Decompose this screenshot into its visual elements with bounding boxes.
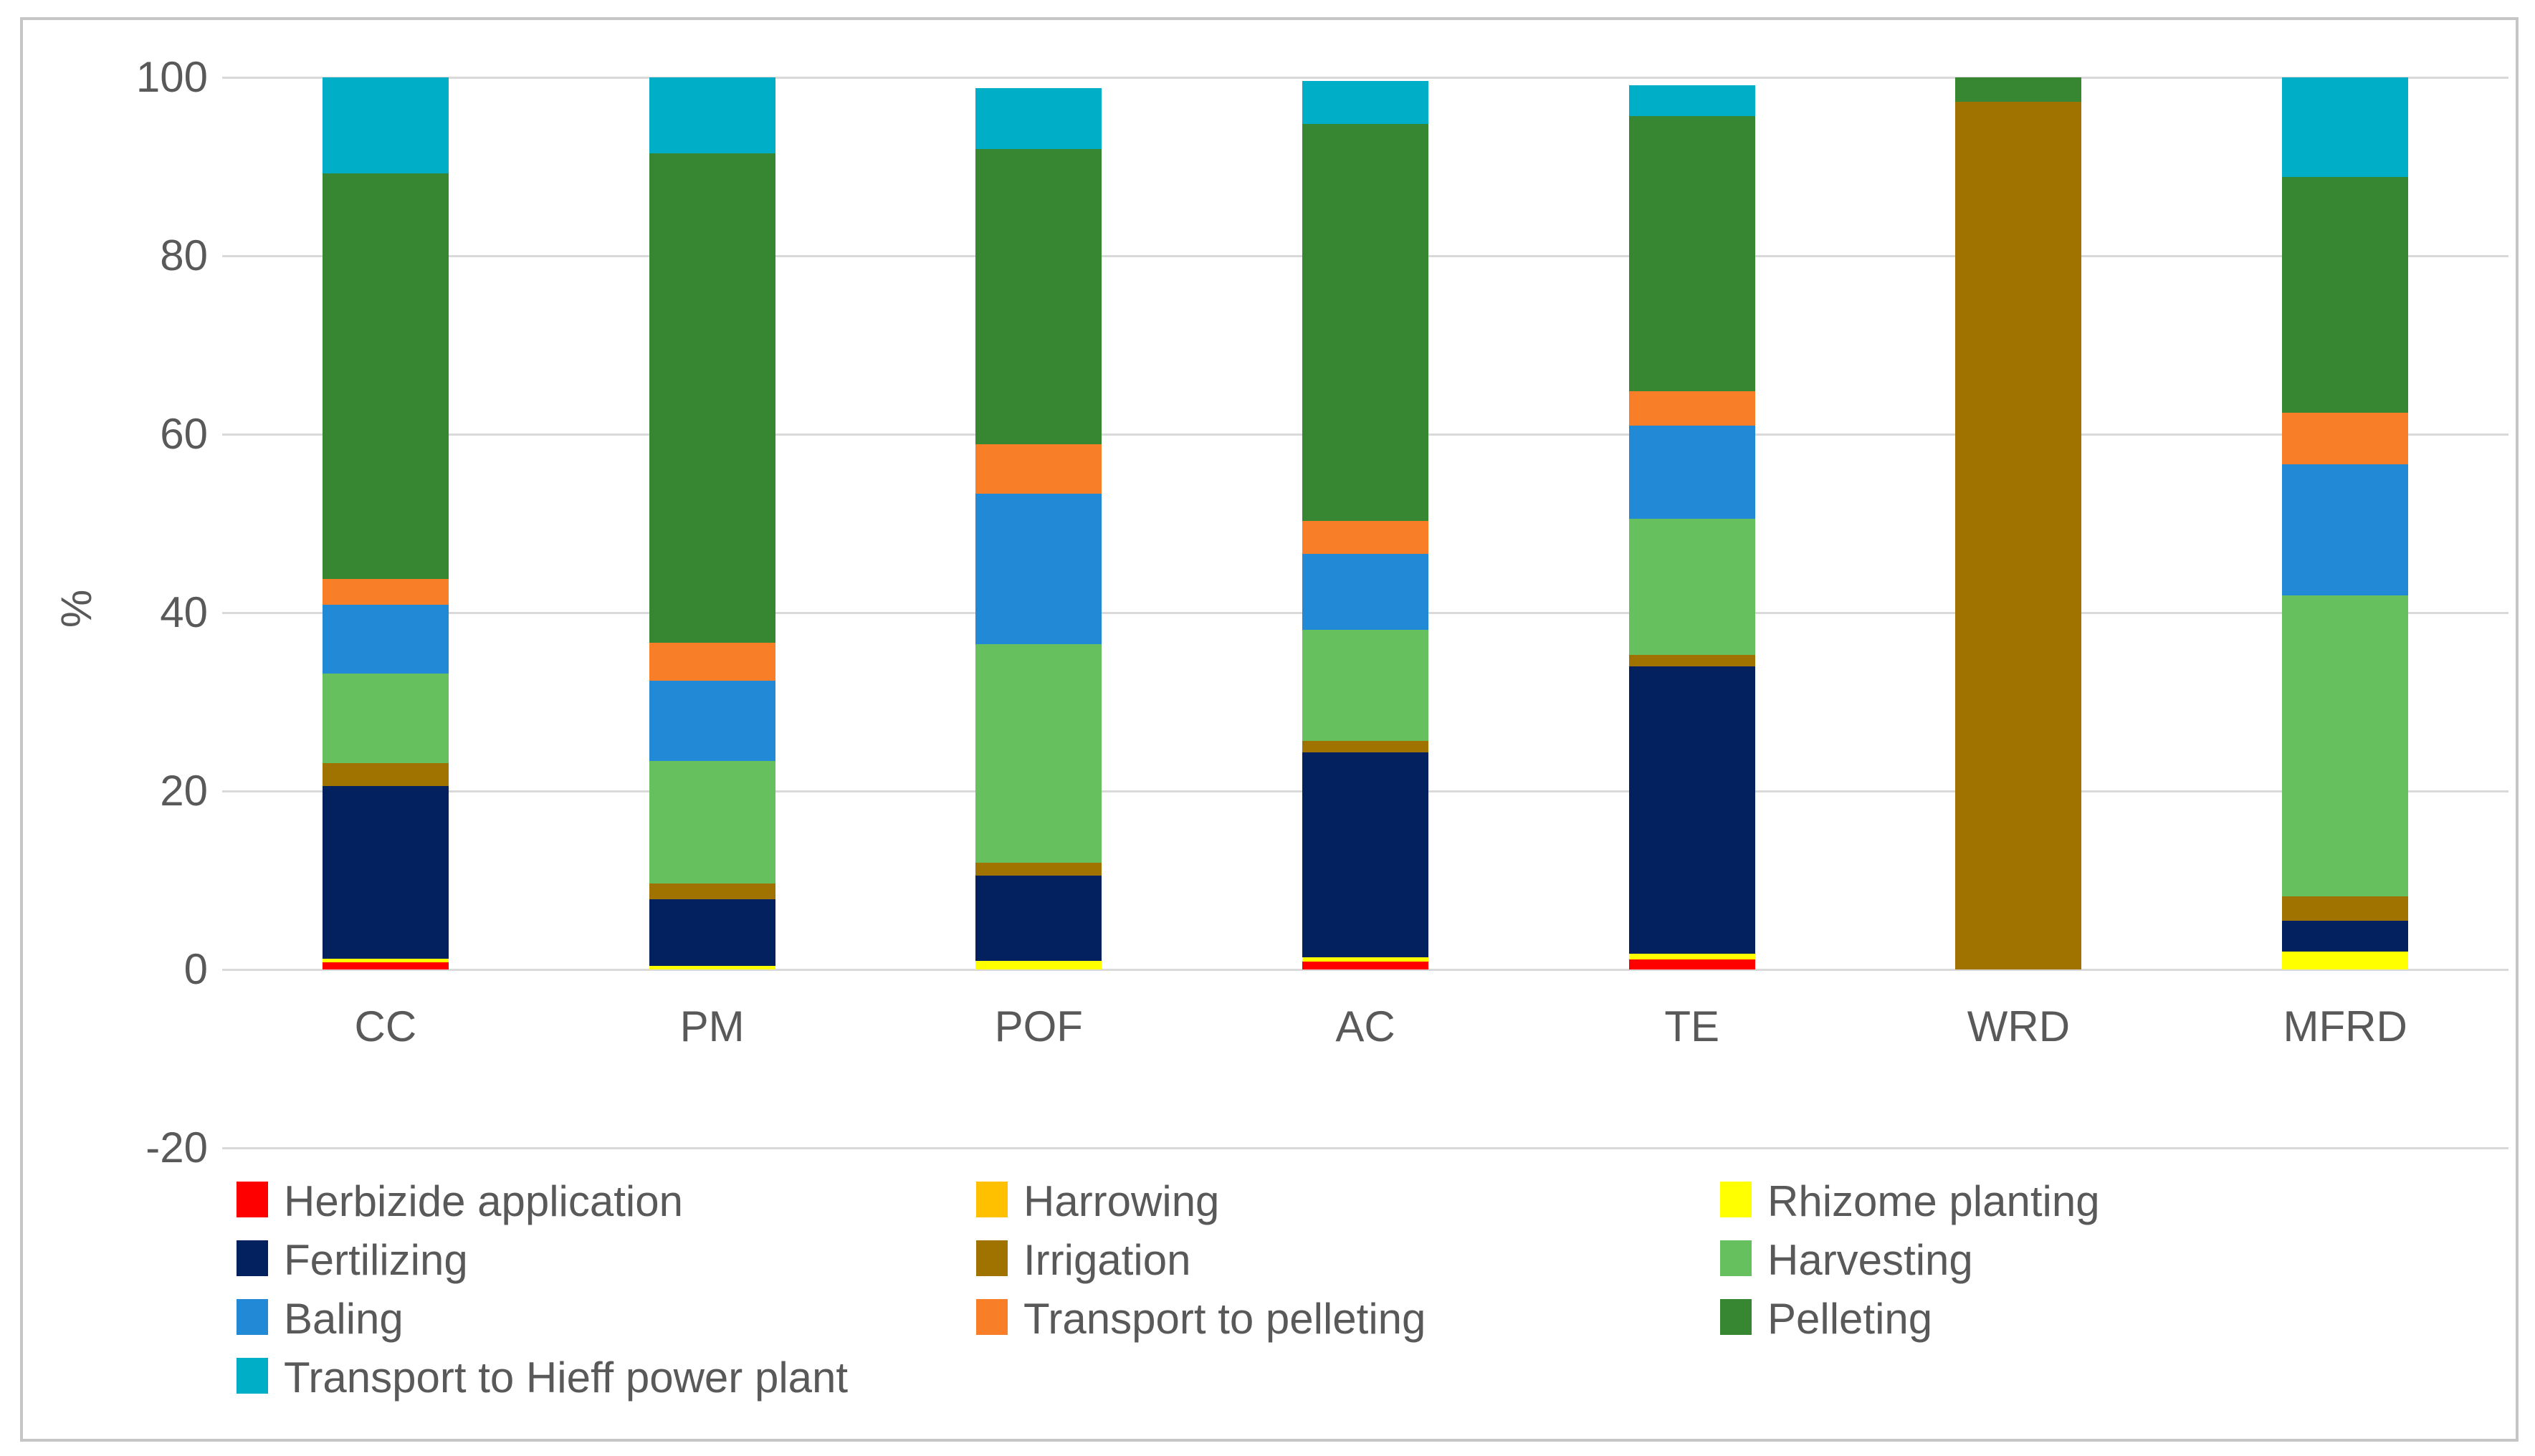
bar-segment xyxy=(975,862,1102,876)
legend-swatch xyxy=(237,1240,268,1276)
bar-segment xyxy=(2282,896,2409,921)
bar-segment xyxy=(2282,413,2409,465)
bar-segment xyxy=(322,785,449,959)
x-axis-label: POF xyxy=(994,1002,1083,1050)
bar-segment xyxy=(1302,957,1428,962)
y-axis-label: -20 xyxy=(145,1124,208,1172)
bar-segment xyxy=(975,494,1102,644)
bar-segment xyxy=(1628,953,1755,960)
bar-segment xyxy=(1628,391,1755,426)
legend-label: Irrigation xyxy=(1023,1236,1191,1284)
x-axis-label: PM xyxy=(679,1002,745,1050)
legend-swatch xyxy=(1720,1182,1752,1217)
legend-swatch xyxy=(976,1182,1008,1217)
bar-segment xyxy=(1628,519,1755,655)
bar-segment xyxy=(1302,961,1428,969)
bar-segment xyxy=(1955,101,2082,969)
bar-segment xyxy=(1302,80,1428,124)
legend-label: Baling xyxy=(284,1295,404,1343)
bar-segment xyxy=(322,959,449,963)
bar-segment xyxy=(2282,920,2409,952)
bar-segment xyxy=(975,876,1102,961)
bar-segment xyxy=(2282,595,2409,896)
bar-segment xyxy=(649,760,775,884)
bar-segment xyxy=(322,763,449,786)
legend-swatch xyxy=(237,1299,268,1335)
legend-swatch xyxy=(1720,1299,1752,1335)
bar-segment xyxy=(1302,629,1428,742)
y-axis-label: 0 xyxy=(183,945,208,993)
x-axis-label: CC xyxy=(354,1002,417,1050)
bar-segment xyxy=(1628,115,1755,392)
legend-label: Transport to Hieff power plant xyxy=(284,1354,849,1402)
y-axis-label: 80 xyxy=(160,231,208,279)
x-axis-label: TE xyxy=(1664,1002,1720,1050)
bar-segment xyxy=(1302,553,1428,630)
bar-segment xyxy=(322,604,449,674)
legend-label: Harrowing xyxy=(1023,1177,1220,1225)
bar-segment xyxy=(1302,520,1428,554)
bar-segment xyxy=(649,966,775,969)
bar-segment xyxy=(2282,952,2409,969)
y-axis-label: 20 xyxy=(160,767,208,815)
bar-segment xyxy=(1955,77,2082,102)
bar-segment xyxy=(975,960,1102,969)
legend-swatch xyxy=(237,1358,268,1394)
bar-segment xyxy=(649,680,775,761)
y-axis-label: 40 xyxy=(160,588,208,636)
legend-label: Transport to pelleting xyxy=(1023,1295,1426,1343)
bar-segment xyxy=(1628,85,1755,116)
legend-label: Rhizome planting xyxy=(1767,1177,2100,1225)
y-axis-label: 100 xyxy=(135,53,208,101)
bar-segment xyxy=(975,148,1102,444)
bar-segment xyxy=(975,87,1102,149)
bar-segment xyxy=(649,153,775,643)
bar-segment xyxy=(1628,654,1755,666)
bar-segment xyxy=(975,444,1102,494)
bar-segment xyxy=(1302,752,1428,957)
legend-label: Fertilizing xyxy=(284,1236,468,1284)
x-axis-label: AC xyxy=(1335,1002,1395,1050)
bar-segment xyxy=(1302,123,1428,521)
bar-segment xyxy=(1628,425,1755,519)
legend-swatch xyxy=(237,1182,268,1217)
bar-segment xyxy=(649,883,775,899)
bar-segment xyxy=(649,77,775,153)
bar-segment xyxy=(2282,177,2409,413)
gridline-0 xyxy=(222,969,2508,971)
gridline-100 xyxy=(222,77,2508,79)
legend-label: Harvesting xyxy=(1767,1236,1973,1284)
bar-segment xyxy=(975,643,1102,863)
bar-segment xyxy=(649,899,775,967)
bar-segment xyxy=(649,643,775,681)
bar-segment xyxy=(1628,959,1755,969)
stacked-bar-chart: % 100 80 60 40 20 0 -20 CC PM POF AC TE WRD MFRD Herbi… xyxy=(23,20,2516,1439)
bar-segment xyxy=(322,962,449,969)
legend-swatch xyxy=(1720,1240,1752,1276)
x-axis-label: WRD xyxy=(1967,1002,2071,1050)
legend-swatch xyxy=(976,1299,1008,1335)
y-axis-label: 60 xyxy=(160,410,208,458)
figure: % 100 80 60 40 20 0 -20 CC PM POF AC TE WRD MFRD Herbi… xyxy=(20,17,2519,1442)
legend-label: Herbizide application xyxy=(284,1177,683,1225)
legend-label: Pelleting xyxy=(1767,1295,1933,1343)
bar-segment xyxy=(322,173,449,579)
bar-segment xyxy=(322,578,449,605)
bar-segment xyxy=(1628,666,1755,954)
bar-segment xyxy=(1302,741,1428,753)
bar-segment xyxy=(322,673,449,764)
bar-segment xyxy=(322,77,449,174)
bar-segment xyxy=(2282,77,2409,178)
x-axis-label: MFRD xyxy=(2283,1002,2407,1050)
bar-segment xyxy=(2282,464,2409,596)
gridline--20 xyxy=(222,1147,2508,1149)
legend-swatch xyxy=(976,1240,1008,1276)
